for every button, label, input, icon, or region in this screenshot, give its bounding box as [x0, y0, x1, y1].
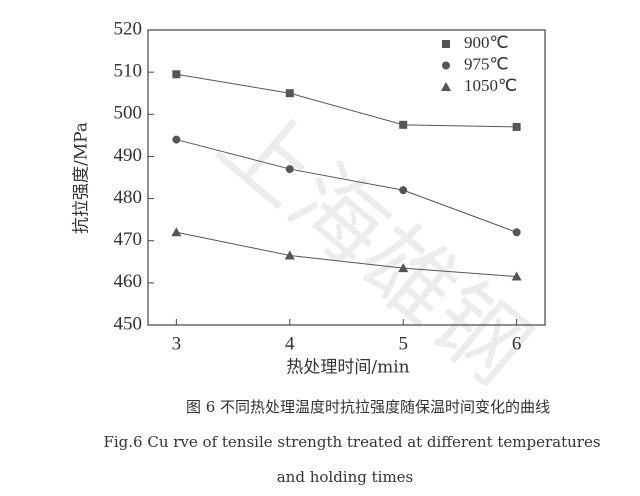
legend-label: 900℃	[464, 33, 509, 52]
x-axis-title: 热处理时间/min	[286, 358, 409, 378]
marker	[511, 271, 522, 281]
y-axis-title: 抗拉强度/MPa	[72, 122, 92, 234]
marker	[399, 186, 408, 195]
series-line	[176, 73, 517, 128]
x-tick-label: 3	[172, 333, 182, 354]
legend-marker	[441, 82, 451, 91]
marker	[285, 165, 294, 174]
y-tick-label: 480	[114, 187, 143, 208]
x-tick-label: 6	[512, 333, 522, 354]
y-tick-label: 520	[114, 18, 143, 39]
marker	[172, 70, 181, 79]
series-line	[176, 231, 517, 278]
caption: 图 6 不同热处理温度时抗拉强度随保温时间变化的曲线	[186, 398, 550, 416]
y-tick-label: 470	[114, 229, 143, 250]
y-tick-label: 500	[114, 103, 143, 124]
x-tick-label: 5	[398, 333, 408, 354]
marker	[399, 120, 408, 129]
legend-marker	[442, 61, 450, 70]
legend-label: 975℃	[464, 54, 509, 73]
y-tick-label: 450	[114, 313, 143, 334]
y-tick-label: 510	[114, 61, 143, 82]
caption: Fig.6 Cu rve of tensile strength treated…	[103, 433, 600, 451]
marker	[284, 250, 295, 260]
y-tick-label: 460	[114, 271, 143, 292]
y-tick-label: 490	[114, 145, 143, 166]
caption: and holding times	[277, 468, 414, 486]
legend-marker	[442, 40, 450, 48]
marker	[512, 228, 521, 237]
x-tick-label: 4	[285, 333, 295, 354]
plot-frame	[147, 29, 546, 326]
legend-label: 1050℃	[464, 76, 517, 95]
marker	[512, 122, 521, 131]
marker	[172, 135, 181, 144]
series-line	[176, 139, 517, 233]
marker	[171, 227, 182, 237]
marker	[398, 263, 409, 273]
marker	[285, 89, 294, 98]
